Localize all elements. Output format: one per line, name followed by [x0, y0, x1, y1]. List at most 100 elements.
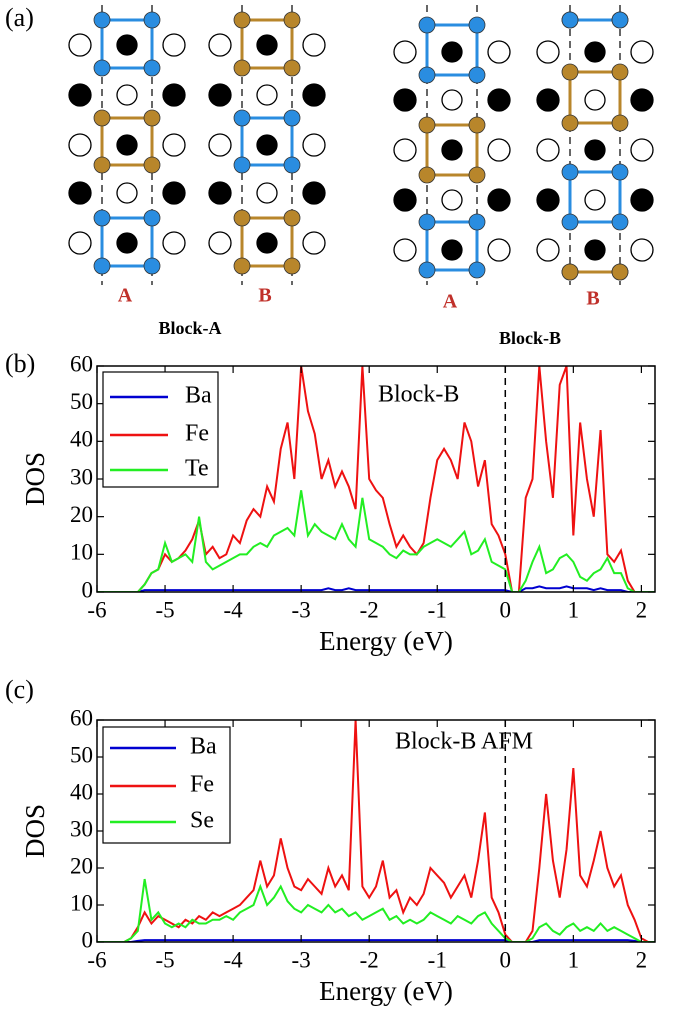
- x-tick-label: 2: [636, 947, 648, 972]
- atom-site: [630, 138, 654, 162]
- iron-atom: [283, 11, 301, 29]
- atom-site: [256, 182, 278, 204]
- atom-site: [441, 139, 463, 161]
- legend-label: Se: [190, 808, 214, 834]
- atom-site: [162, 133, 186, 157]
- iron-atom: [468, 213, 486, 231]
- iron-atom: [418, 16, 436, 34]
- x-tick-label: -4: [224, 597, 244, 622]
- legend-label: Ba: [185, 383, 212, 409]
- legend-label: Ba: [190, 734, 217, 760]
- atom-site: [302, 133, 326, 157]
- iron-atom: [468, 16, 486, 34]
- atom-site: [487, 88, 511, 112]
- atom-site: [162, 33, 186, 57]
- atom-site: [208, 133, 232, 157]
- x-tick-label: 1: [568, 597, 580, 622]
- panel-label: (a): [5, 3, 34, 32]
- iron-atom: [418, 213, 436, 231]
- block-title: Block-A: [159, 318, 222, 338]
- iron-atom: [143, 109, 161, 127]
- atom-site: [208, 83, 232, 107]
- atom-site: [302, 33, 326, 57]
- atom-site: [116, 34, 138, 56]
- iron-atom: [93, 11, 111, 29]
- atom-site: [487, 138, 511, 162]
- x-tick-label: -5: [155, 597, 174, 622]
- y-tick-label: 40: [70, 779, 93, 804]
- iron-atom: [611, 11, 629, 29]
- x-tick-label: -3: [292, 947, 311, 972]
- y-tick-label: 60: [70, 705, 93, 730]
- dos-line: [97, 939, 655, 942]
- atom-site: [302, 181, 326, 205]
- iron-atom: [143, 156, 161, 174]
- iron-atom: [93, 209, 111, 227]
- atom-site: [584, 41, 606, 63]
- iron-atom: [561, 114, 579, 132]
- y-tick-label: 10: [70, 890, 93, 915]
- iron-atom: [418, 261, 436, 279]
- y-tick-label: 20: [70, 853, 93, 878]
- iron-atom: [283, 209, 301, 227]
- y-tick-label: 30: [70, 816, 93, 841]
- x-tick-label: -1: [428, 947, 447, 972]
- legend-label: Te: [185, 456, 209, 482]
- y-tick-label: 60: [70, 351, 93, 376]
- iron-atom: [561, 11, 579, 29]
- iron-atom: [283, 156, 301, 174]
- iron-atom: [233, 209, 251, 227]
- x-axis-label: Energy (eV): [319, 626, 453, 656]
- atom-site: [68, 133, 92, 157]
- atom-site: [487, 40, 511, 64]
- iron-atom: [233, 59, 251, 77]
- atom-site: [487, 188, 511, 212]
- lattice-diagram: [68, 5, 654, 285]
- atom-site: [441, 189, 463, 211]
- iron-atom: [93, 59, 111, 77]
- atom-site: [302, 231, 326, 255]
- x-tick-label: -6: [87, 947, 106, 972]
- y-tick-label: 10: [70, 540, 93, 565]
- atom-site: [584, 239, 606, 261]
- atom-site: [68, 181, 92, 205]
- iron-atom: [233, 109, 251, 127]
- x-tick-label: -3: [292, 597, 311, 622]
- atom-site: [536, 138, 560, 162]
- iron-atom: [143, 257, 161, 275]
- atom-site: [441, 41, 463, 63]
- iron-atom: [93, 109, 111, 127]
- atom-site: [393, 188, 417, 212]
- atom-site: [536, 40, 560, 64]
- atom-site: [630, 40, 654, 64]
- column-label: A: [118, 285, 133, 307]
- iron-atom: [233, 156, 251, 174]
- iron-atom: [561, 163, 579, 181]
- y-axis-label: DOS: [20, 804, 50, 858]
- atom-site: [536, 238, 560, 262]
- iron-atom: [561, 213, 579, 231]
- iron-atom: [143, 59, 161, 77]
- x-tick-label: 0: [500, 597, 512, 622]
- atom-site: [162, 231, 186, 255]
- atom-site: [256, 34, 278, 56]
- x-tick-label: 2: [636, 597, 648, 622]
- atom-site: [584, 189, 606, 211]
- atom-site: [116, 84, 138, 106]
- column-label: B: [586, 288, 599, 310]
- atom-site: [630, 88, 654, 112]
- dos-line: [97, 878, 655, 942]
- atom-site: [393, 138, 417, 162]
- atom-site: [441, 89, 463, 111]
- column-label: B: [258, 285, 271, 307]
- iron-atom: [468, 166, 486, 184]
- iron-atom: [468, 66, 486, 84]
- annotation: Block-B: [378, 382, 459, 408]
- atom-site: [487, 238, 511, 262]
- atom-site: [208, 33, 232, 57]
- x-tick-label: -4: [224, 947, 244, 972]
- atom-site: [584, 139, 606, 161]
- atom-site: [302, 83, 326, 107]
- x-tick-label: -2: [360, 947, 379, 972]
